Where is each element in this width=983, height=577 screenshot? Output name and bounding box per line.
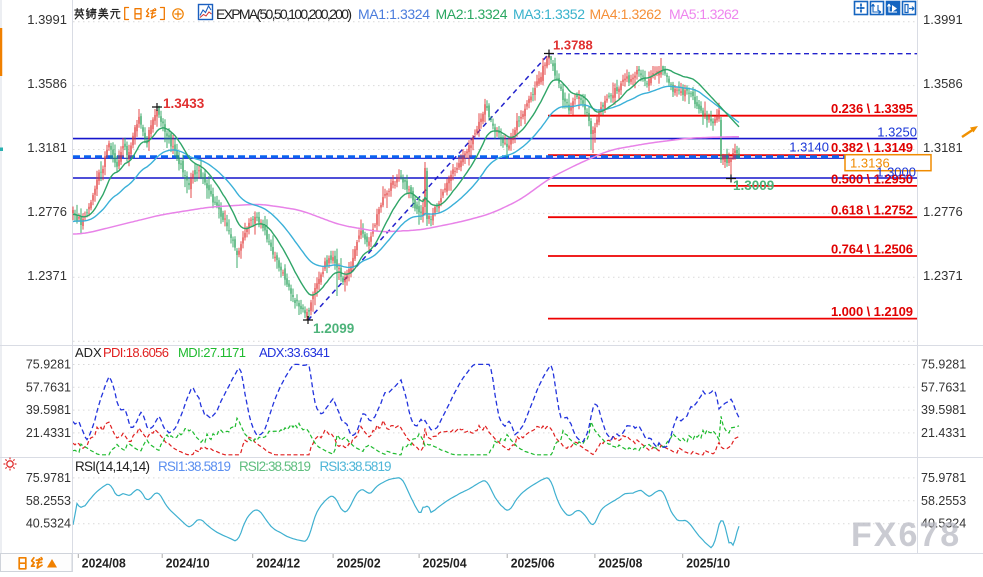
svg-text:1.2371: 1.2371 [923, 268, 963, 283]
svg-text:1.3250: 1.3250 [877, 125, 917, 140]
svg-text:1.3788: 1.3788 [553, 38, 593, 53]
svg-text:57.7631: 57.7631 [921, 380, 966, 394]
svg-text:0.382 \ 1.3149: 0.382 \ 1.3149 [831, 140, 913, 155]
svg-text:1.3433: 1.3433 [163, 96, 205, 111]
svg-text:MA1:1.3324: MA1:1.3324 [358, 6, 430, 22]
svg-text:21.4331: 21.4331 [26, 426, 71, 440]
svg-text:1.3586: 1.3586 [923, 76, 963, 91]
svg-text:2025/06: 2025/06 [511, 556, 555, 571]
svg-text:58.2553: 58.2553 [26, 494, 71, 508]
svg-text:1.3000: 1.3000 [876, 165, 916, 180]
svg-text:ADX:33.6341: ADX:33.6341 [259, 345, 330, 360]
svg-text:1.000 \ 1.2109: 1.000 \ 1.2109 [831, 304, 913, 319]
svg-text:1.3181: 1.3181 [27, 140, 67, 155]
svg-text:2025/10: 2025/10 [686, 556, 730, 571]
svg-text:39.5981: 39.5981 [921, 403, 966, 417]
svg-text:1.3586: 1.3586 [27, 76, 67, 91]
svg-text:1.2776: 1.2776 [923, 204, 963, 219]
svg-text:1.3136: 1.3136 [850, 155, 890, 170]
svg-text:75.9281: 75.9281 [26, 358, 71, 372]
svg-text:1.2371: 1.2371 [27, 268, 67, 283]
svg-text:39.5981: 39.5981 [26, 403, 71, 417]
svg-text:MA2:1.3324: MA2:1.3324 [436, 6, 508, 22]
svg-text:2024/12: 2024/12 [256, 556, 300, 571]
svg-text:FX678: FX678 [851, 516, 961, 554]
svg-text:1.2099: 1.2099 [313, 321, 354, 336]
svg-text:75.9281: 75.9281 [921, 358, 966, 372]
svg-text:0.500 \ 1.2950: 0.500 \ 1.2950 [831, 171, 913, 186]
svg-text:75.9781: 75.9781 [921, 471, 966, 485]
svg-text:RSI3:38.5819: RSI3:38.5819 [320, 459, 392, 474]
svg-text:1.3140: 1.3140 [789, 140, 829, 155]
svg-text:57.7631: 57.7631 [26, 380, 71, 394]
svg-text:EXPMA(50,50,100,200,200): EXPMA(50,50,100,200,200) [216, 6, 352, 22]
svg-text:ADX: ADX [75, 345, 102, 360]
svg-text:2025/02: 2025/02 [337, 556, 381, 571]
svg-text:1.3181: 1.3181 [923, 140, 963, 155]
svg-text:1.2776: 1.2776 [27, 204, 67, 219]
svg-text:58.2553: 58.2553 [921, 494, 966, 508]
svg-text:2025/04: 2025/04 [423, 556, 468, 571]
svg-text:1.3009: 1.3009 [733, 178, 774, 193]
svg-text:40.5324: 40.5324 [921, 517, 966, 531]
svg-text:MDI:27.1171: MDI:27.1171 [178, 345, 246, 360]
svg-text:2025/08: 2025/08 [598, 556, 642, 571]
svg-text:40.5324: 40.5324 [26, 517, 71, 531]
svg-text:2024/10: 2024/10 [166, 556, 210, 571]
svg-text:0.764 \ 1.2506: 0.764 \ 1.2506 [831, 242, 913, 257]
svg-text:1.3991: 1.3991 [27, 12, 67, 27]
svg-text:MA5:1.3262: MA5:1.3262 [669, 6, 739, 22]
svg-text:0.618 \ 1.2752: 0.618 \ 1.2752 [831, 203, 913, 218]
svg-text:75.9781: 75.9781 [26, 471, 71, 485]
svg-text:1.3991: 1.3991 [923, 12, 963, 27]
svg-text:0.236 \ 1.3395: 0.236 \ 1.3395 [831, 101, 913, 116]
svg-text:RSI2:38.5819: RSI2:38.5819 [239, 459, 311, 474]
svg-text:21.4331: 21.4331 [921, 426, 966, 440]
svg-text:MA3:1.3352: MA3:1.3352 [513, 6, 585, 22]
svg-text:MA4:1.3262: MA4:1.3262 [590, 6, 662, 22]
svg-text:RSI(14,14,14): RSI(14,14,14) [75, 459, 150, 474]
svg-text:RSI1:38.5819: RSI1:38.5819 [158, 459, 231, 474]
svg-text:2024/08: 2024/08 [82, 556, 126, 571]
svg-text:PDI:18.6056: PDI:18.6056 [103, 345, 169, 360]
